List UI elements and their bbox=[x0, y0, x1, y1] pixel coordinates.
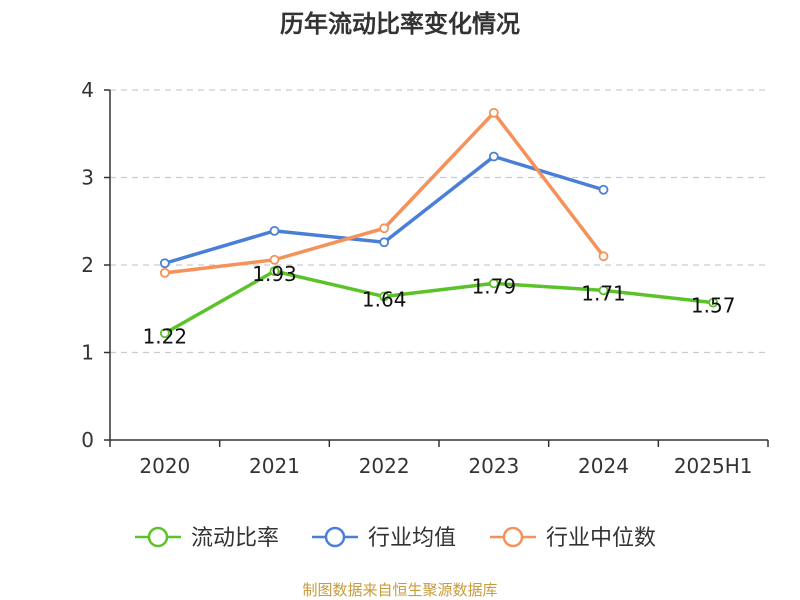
series-lines bbox=[159, 107, 719, 339]
series-line-2 bbox=[164, 111, 605, 275]
x-tick-label: 2021 bbox=[249, 454, 300, 478]
series-line-0 bbox=[163, 269, 714, 335]
axes: 0 1 2 3 4 2020 2021 2022 2023 2024 2025H1 bbox=[81, 78, 769, 478]
x-tick-label: 2022 bbox=[359, 454, 410, 478]
data-point bbox=[269, 254, 280, 265]
y-tick-label: 0 bbox=[81, 428, 94, 452]
data-point bbox=[488, 151, 499, 162]
data-point bbox=[488, 278, 499, 289]
legend-item[interactable]: 流动比率 bbox=[135, 526, 279, 551]
x-tick-label: 2025H1 bbox=[674, 454, 753, 478]
data-point bbox=[269, 225, 280, 236]
y-tick-label: 4 bbox=[81, 78, 94, 102]
data-label: 1.79 bbox=[472, 274, 517, 298]
data-point bbox=[379, 237, 390, 248]
chart-title: 历年流动比率变化情况 bbox=[280, 10, 520, 38]
y-tick-label: 2 bbox=[81, 253, 94, 277]
data-point bbox=[598, 251, 609, 262]
data-label: 1.57 bbox=[691, 294, 736, 318]
legend-item[interactable]: 行业中位数 bbox=[490, 526, 656, 551]
data-label: 1.93 bbox=[252, 262, 297, 286]
legend-item[interactable]: 行业均值 bbox=[312, 526, 456, 551]
data-point bbox=[379, 223, 390, 234]
legend-label: 行业中位数 bbox=[546, 526, 656, 551]
gridlines bbox=[110, 89, 768, 354]
data-label: 1.71 bbox=[581, 281, 626, 305]
legend-label: 流动比率 bbox=[191, 526, 279, 551]
x-tick-label: 2023 bbox=[468, 454, 519, 478]
data-point bbox=[708, 297, 719, 308]
source-note: 制图数据来自恒生聚源数据库 bbox=[302, 581, 497, 599]
data-point bbox=[598, 285, 609, 296]
data-point bbox=[379, 291, 390, 302]
legend-label: 行业均值 bbox=[368, 526, 456, 551]
data-point bbox=[598, 184, 609, 195]
data-point bbox=[159, 267, 170, 278]
data-label: 1.22 bbox=[143, 324, 188, 348]
x-tick-label: 2020 bbox=[139, 454, 190, 478]
x-tick-label: 2024 bbox=[578, 454, 629, 478]
legend: 流动比率 行业均值 行业中位数 bbox=[135, 526, 656, 551]
legend-marker bbox=[147, 526, 169, 548]
data-point bbox=[488, 107, 499, 118]
legend-marker bbox=[502, 526, 524, 548]
data-point bbox=[159, 328, 170, 339]
data-labels: 1.22 1.93 1.64 1.79 1.71 1.57 bbox=[143, 262, 736, 348]
data-point bbox=[159, 258, 170, 269]
data-label: 1.64 bbox=[362, 288, 407, 312]
legend-marker bbox=[324, 526, 346, 548]
y-tick-label: 3 bbox=[81, 166, 94, 190]
y-tick-label: 1 bbox=[81, 341, 94, 365]
data-point bbox=[269, 266, 280, 277]
